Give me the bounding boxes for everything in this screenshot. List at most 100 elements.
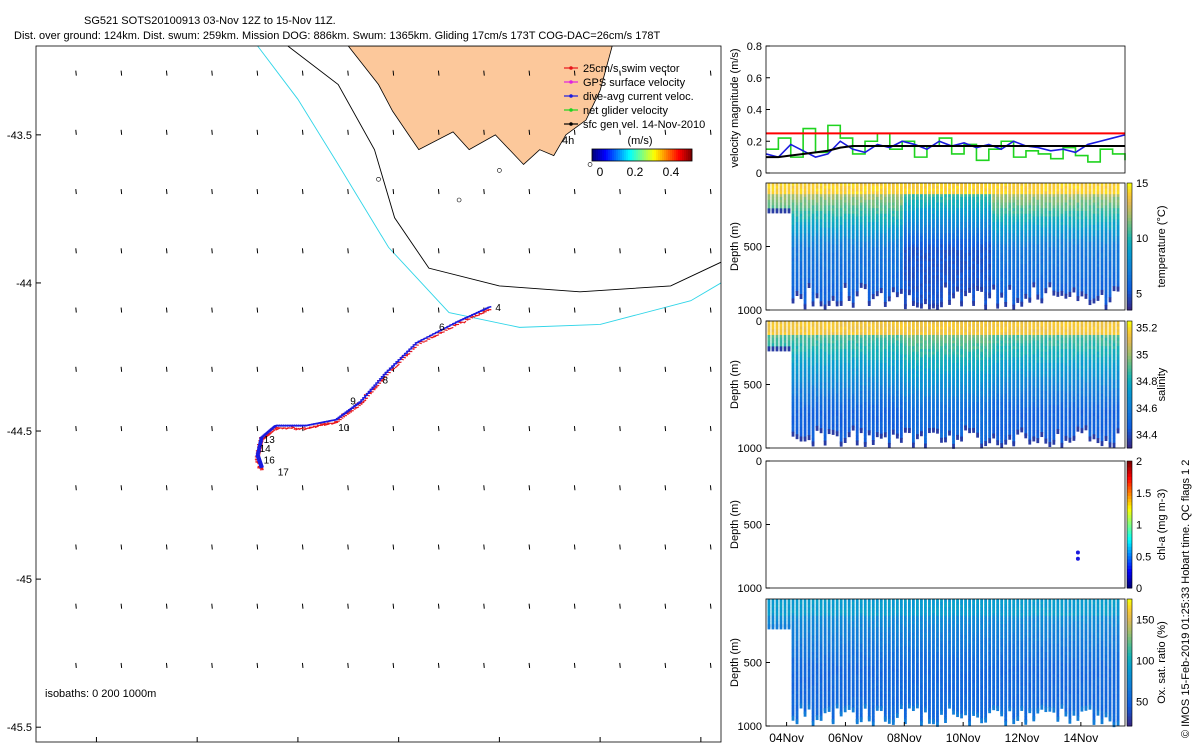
section-sample (851, 185, 855, 189)
section-sample (1080, 255, 1084, 259)
section-sample (843, 275, 847, 279)
section-sample (839, 343, 843, 347)
section-sample (992, 224, 996, 229)
current-vector (528, 129, 531, 135)
section-sample (1032, 213, 1036, 217)
section-sample (996, 266, 1000, 271)
section-sample (811, 247, 815, 251)
section-sample (932, 275, 935, 279)
section-sample (1032, 183, 1036, 187)
section-sample (899, 264, 903, 268)
section-sample (916, 202, 919, 206)
section-sample (1072, 269, 1076, 273)
section-sample (972, 183, 975, 187)
section-sample (936, 291, 939, 296)
section-sample (827, 393, 831, 397)
section-colorbar-swatch (1127, 230, 1132, 235)
section-sample (1032, 255, 1036, 259)
section-sample (1068, 191, 1072, 195)
section-sample (787, 199, 791, 203)
section-sample (948, 244, 951, 248)
section-sample (783, 196, 787, 201)
section-sample (799, 188, 803, 192)
section-sample (1008, 255, 1012, 259)
section-sample (875, 286, 879, 290)
section-sample (819, 323, 823, 327)
velocity-ytick-label: 0 (756, 168, 762, 180)
section-sample (803, 429, 807, 434)
section-sample (980, 230, 984, 234)
section-sample (847, 183, 851, 187)
section-sample (1116, 216, 1120, 220)
section-sample (883, 266, 887, 271)
section-cast-bottom (771, 346, 775, 352)
section-sample (811, 250, 815, 254)
section-sample (1056, 191, 1060, 195)
section-sample (851, 323, 855, 327)
section-sample (1088, 289, 1092, 293)
section-sample (920, 224, 923, 229)
section-sample (819, 390, 823, 395)
section-sample (895, 247, 899, 251)
section-sample (932, 196, 935, 201)
section-sample (843, 337, 847, 341)
section-sample (1060, 269, 1064, 273)
section-sample (916, 266, 919, 271)
section-cast-bottom (819, 428, 823, 434)
section-sample (787, 191, 791, 195)
section-sample (911, 255, 915, 259)
section-sample (956, 208, 959, 212)
section-sample (799, 241, 803, 245)
section-sample (964, 202, 967, 206)
section-sample (783, 321, 787, 325)
section-sample (1036, 252, 1040, 257)
section-sample (1028, 183, 1032, 187)
section-sample (787, 326, 791, 330)
section-sample (815, 385, 819, 389)
section-sample (875, 238, 879, 243)
section-sample (795, 348, 799, 353)
section-sample (1008, 230, 1012, 234)
section-cast-bottom (783, 346, 787, 352)
section-sample (883, 224, 887, 229)
section-sample (839, 250, 843, 254)
section-sample (839, 255, 843, 259)
section-sample (964, 277, 967, 282)
section-sample (767, 329, 771, 333)
current-vector (528, 70, 531, 76)
section-sample (948, 275, 951, 279)
section-sample (1056, 275, 1060, 279)
section-sample (835, 351, 839, 355)
section-sample (932, 208, 935, 212)
section-sample (1112, 191, 1116, 195)
section-sample (831, 371, 835, 375)
section-sample (803, 272, 807, 276)
section-sample (1076, 283, 1080, 287)
section-sample (847, 365, 851, 369)
section-sample (1000, 222, 1004, 226)
section-sample (891, 227, 895, 231)
section-sample (831, 291, 835, 296)
section-sample (1020, 227, 1024, 231)
section-sample (1024, 283, 1028, 287)
section-sample (847, 210, 851, 215)
section-sample (948, 291, 951, 296)
section-sample (1100, 227, 1104, 231)
section-sample (948, 247, 951, 251)
section-sample (855, 238, 859, 243)
section-sample (823, 340, 827, 344)
section-sample (1028, 213, 1032, 217)
section-sample (928, 264, 931, 268)
section-sample (791, 385, 795, 389)
section-cast-bottom (879, 288, 883, 294)
section-sample (1012, 258, 1016, 262)
section-sample (916, 255, 919, 259)
section-cast-bottom (815, 293, 819, 299)
section-sample (1072, 283, 1076, 287)
section-sample (891, 241, 895, 245)
section-sample (976, 266, 980, 271)
section-sample (992, 230, 996, 234)
section-sample (819, 280, 823, 284)
section-sample (843, 216, 847, 220)
section-sample (843, 183, 847, 187)
